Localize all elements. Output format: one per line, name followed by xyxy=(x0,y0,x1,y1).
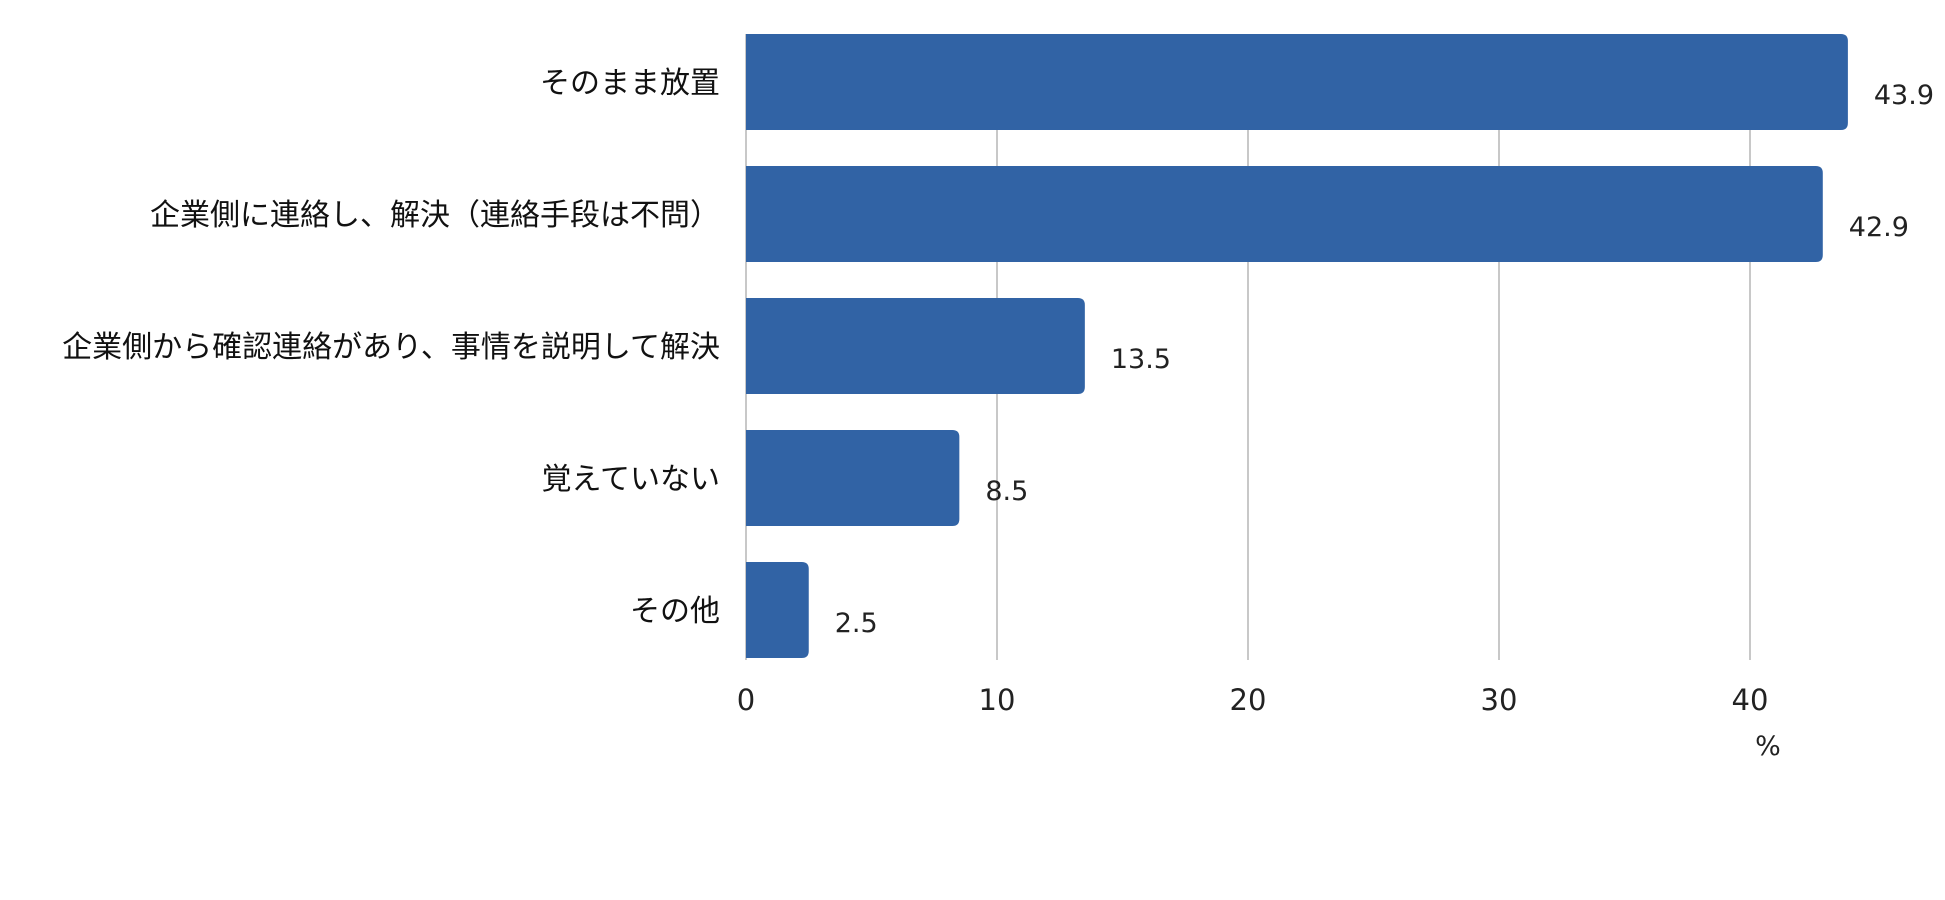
data-label: 8.5 xyxy=(985,476,1028,507)
bars xyxy=(746,34,1848,658)
labels: 0 10 20 30 40 そのまま放置 43.9 企業側に連絡し、解決（連絡手段は不問） 42… xyxy=(62,66,1934,717)
bar xyxy=(746,562,809,658)
category-label: 企業側に連絡し、解決（連絡手段は不問） xyxy=(150,198,720,233)
category-label: 覚えていない xyxy=(542,462,721,497)
data-label: 2.5 xyxy=(835,608,878,639)
x-tick-label: 0 xyxy=(737,683,755,717)
x-tick-label: 30 xyxy=(1481,683,1518,717)
bar xyxy=(746,34,1848,130)
x-tick-label: 20 xyxy=(1230,683,1267,717)
category-label: その他 xyxy=(630,594,720,629)
bar xyxy=(746,298,1085,394)
category-label: 企業側から確認連絡があり、事情を説明して解決 xyxy=(62,330,720,365)
x-tick-label: 40 xyxy=(1732,683,1769,717)
data-label: 42.9 xyxy=(1849,212,1909,243)
bar xyxy=(746,430,960,526)
bar xyxy=(746,166,1823,262)
data-label: 43.9 xyxy=(1874,80,1934,111)
category-label: そのまま放置 xyxy=(540,66,720,101)
x-tick-label: 10 xyxy=(979,683,1016,717)
gridlines xyxy=(745,34,1751,660)
data-label: 13.5 xyxy=(1111,344,1171,375)
x-axis-unit-label: % xyxy=(1755,731,1781,762)
